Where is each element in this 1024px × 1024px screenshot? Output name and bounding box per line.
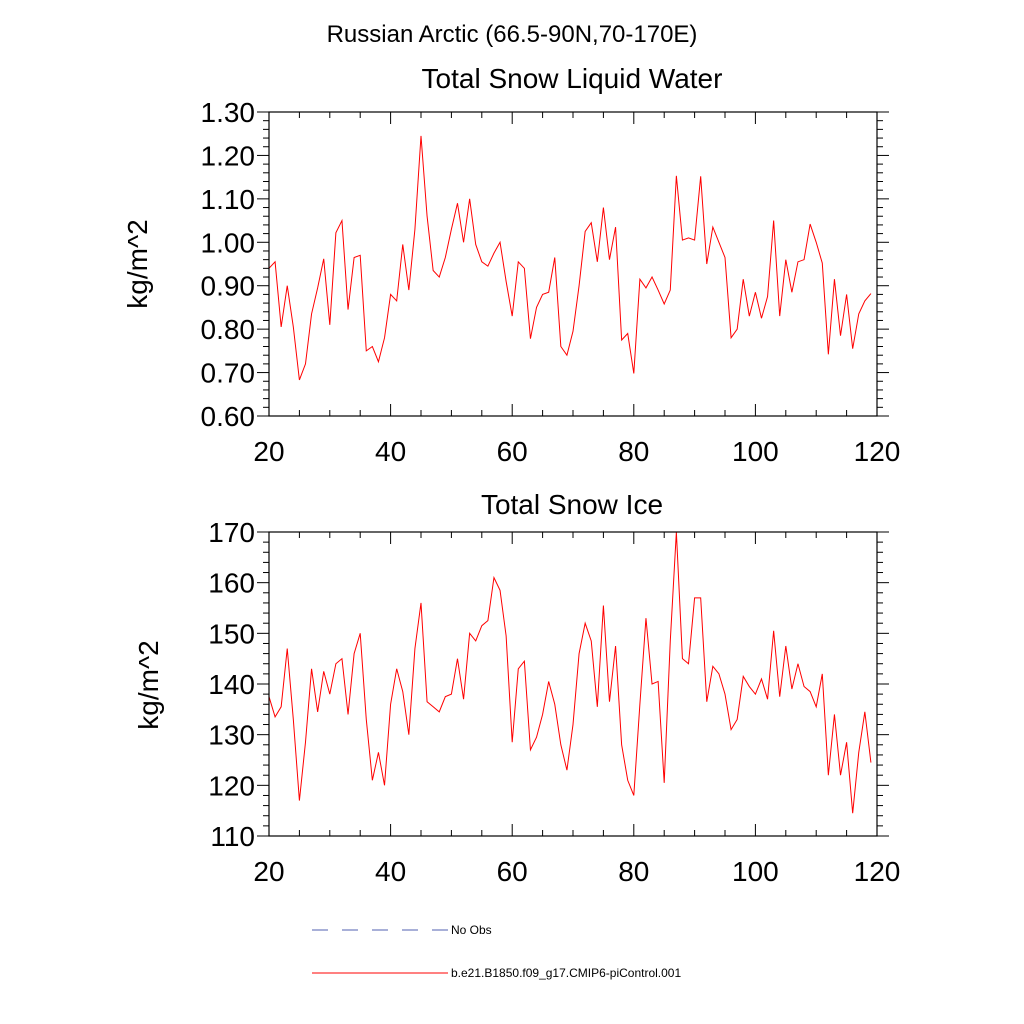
panel-title-snow-liquid-water: Total Snow Liquid Water	[422, 63, 723, 94]
x-tick-label: 40	[375, 856, 406, 887]
y-tick-label: 0.70	[201, 358, 256, 389]
y-axis-label-snow-ice: kg/m^2	[133, 640, 164, 729]
x-tick-label: 100	[732, 436, 779, 467]
figure-title: Russian Arctic (66.5-90N,70-170E)	[327, 21, 698, 48]
series-group-snow-liquid-water	[268, 135, 872, 381]
plot-frame-snow-ice	[268, 531, 878, 837]
x-tick-label: 120	[854, 856, 901, 887]
y-tick-label: 140	[208, 669, 255, 700]
x-tick-label: 80	[618, 856, 649, 887]
y-tick-label: 110	[210, 821, 255, 852]
y-tick-label: 1.10	[201, 184, 256, 215]
x-tick-label: 100	[732, 856, 779, 887]
series-line	[268, 531, 872, 814]
x-tick-label: 20	[253, 856, 284, 887]
series-group-snow-ice	[268, 531, 872, 814]
legend-obs-label: No Obs	[451, 923, 492, 937]
tick-group-snow-liquid-water: 20 40 60 80 100 120 0.60 0.70 0.80 0.90 1.00 1.10 1.…	[201, 97, 901, 467]
x-tick-label: 120	[854, 436, 901, 467]
y-tick-label: 130	[208, 720, 255, 751]
x-tick-label: 80	[618, 436, 649, 467]
y-tick-label: 1.30	[201, 97, 256, 128]
y-tick-label: 170	[208, 517, 255, 548]
plot-frame-snow-liquid-water	[268, 111, 878, 417]
x-tick-label: 40	[375, 436, 406, 467]
series-line	[268, 135, 872, 381]
y-tick-label: 120	[208, 770, 255, 801]
legend: No Obs b.e21.B1850.f09_g17.CMIP6-piContr…	[312, 923, 681, 980]
y-tick-label: 0.60	[201, 401, 256, 432]
y-tick-label: 1.00	[201, 227, 256, 258]
y-tick-label: 160	[208, 568, 255, 599]
panel-snow-ice: Total Snow Ice kg/m^2 20 40 60 80 100 120 110 1…	[133, 489, 900, 887]
panel-title-snow-ice: Total Snow Ice	[481, 489, 663, 520]
x-tick-label: 60	[497, 856, 528, 887]
x-tick-label: 20	[253, 436, 284, 467]
y-tick-label: 0.90	[201, 271, 256, 302]
panel-snow-liquid-water: Total Snow Liquid Water kg/m^2 20 40 60 80 1…	[122, 63, 900, 467]
legend-model-label: b.e21.B1850.f09_g17.CMIP6-piControl.001	[451, 966, 681, 980]
y-tick-label: 1.20	[201, 140, 256, 171]
y-axis-label-snow-liquid-water: kg/m^2	[122, 219, 153, 308]
y-tick-label: 0.80	[201, 314, 256, 345]
x-tick-label: 60	[497, 436, 528, 467]
y-tick-label: 150	[208, 618, 255, 649]
tick-group-snow-ice: 20 40 60 80 100 120 110 120 130 140 150 160 170	[208, 517, 900, 887]
